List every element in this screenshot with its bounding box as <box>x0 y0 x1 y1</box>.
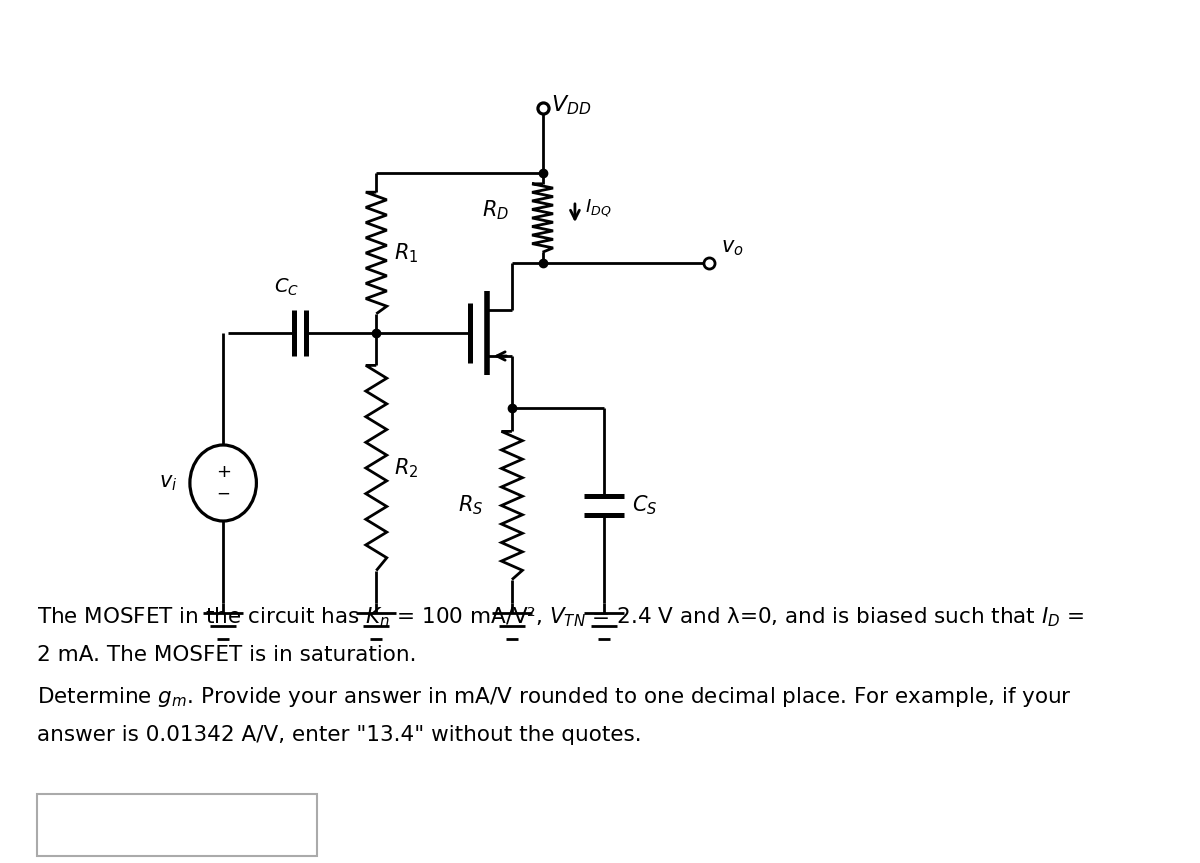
Text: $R_2$: $R_2$ <box>394 457 418 480</box>
Text: $v_o$: $v_o$ <box>721 238 744 258</box>
Text: $R_1$: $R_1$ <box>394 241 418 265</box>
Text: The MOSFET in the circuit has $K_n$ = 100 mA/V², $V_{TN}$ = 2.4 V and λ=0, and i: The MOSFET in the circuit has $K_n$ = 10… <box>37 605 1084 628</box>
Text: $V_{DD}$: $V_{DD}$ <box>551 93 592 117</box>
Text: $I_{DQ}$: $I_{DQ}$ <box>586 198 612 219</box>
Text: answer is 0.01342 A/V, enter "13.4" without the quotes.: answer is 0.01342 A/V, enter "13.4" with… <box>37 725 641 745</box>
Text: −: − <box>216 485 230 503</box>
Text: 2 mA. The MOSFET is in saturation.: 2 mA. The MOSFET is in saturation. <box>37 645 416 665</box>
Text: $R_D$: $R_D$ <box>482 198 509 222</box>
Text: +: + <box>216 463 230 481</box>
Text: $C_S$: $C_S$ <box>632 494 658 517</box>
Text: $v_i$: $v_i$ <box>160 473 178 493</box>
Text: $R_S$: $R_S$ <box>457 494 484 517</box>
Text: Determine $g_m$. Provide your answer in mA/V rounded to one decimal place. For e: Determine $g_m$. Provide your answer in … <box>37 685 1072 709</box>
Text: $C_C$: $C_C$ <box>274 277 299 298</box>
FancyBboxPatch shape <box>37 794 317 856</box>
